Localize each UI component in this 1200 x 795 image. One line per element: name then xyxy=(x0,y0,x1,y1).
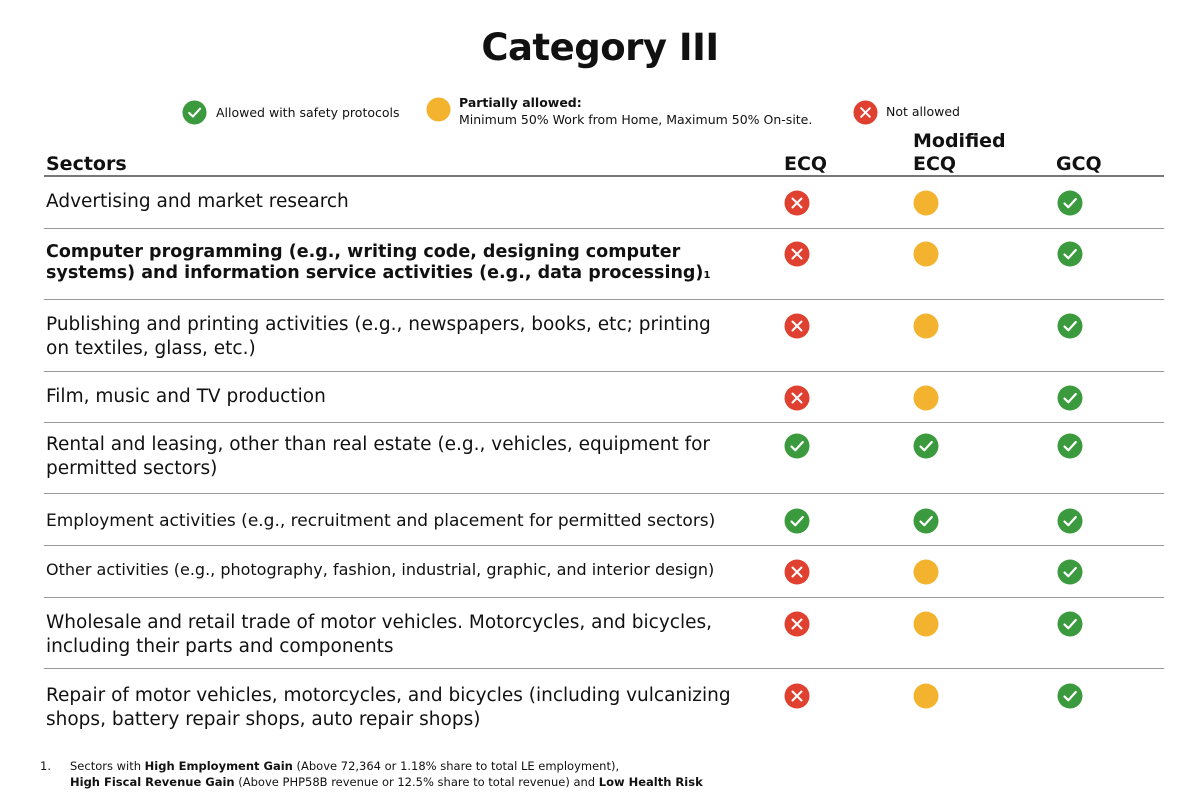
row-line2: shops, battery repair shops, auto repair… xyxy=(46,709,481,730)
check-circle-icon xyxy=(913,433,939,459)
header-sectors: Sectors xyxy=(46,153,127,175)
row-divider xyxy=(44,228,1164,229)
check-circle-icon xyxy=(182,100,207,125)
check-circle-icon xyxy=(1057,508,1083,534)
partial-circle-icon xyxy=(426,97,451,122)
check-circle-icon xyxy=(1057,433,1083,459)
footnote-bold-2: High Fiscal Revenue Gain xyxy=(70,775,235,789)
check-circle-icon xyxy=(784,508,810,534)
row-line1: Publishing and printing activities (e.g.… xyxy=(46,314,711,335)
partial-circle-icon xyxy=(913,313,939,339)
row-line1: Computer programming (e.g., writing code… xyxy=(46,242,681,262)
row-line1: Repair of motor vehicles, motorcycles, a… xyxy=(46,685,731,706)
header-ecq: ECQ xyxy=(784,153,828,175)
row-line1: Rental and leasing, other than real esta… xyxy=(46,434,711,455)
legend-not-allowed: Not allowed xyxy=(853,100,960,125)
footnote-mark: 1 xyxy=(703,270,711,281)
check-circle-icon xyxy=(1057,559,1083,585)
table-row-label: Rental and leasing, other than real esta… xyxy=(46,433,766,481)
table-row-label: Other activities (e.g., photography, fas… xyxy=(46,558,766,582)
partial-circle-icon xyxy=(913,683,939,709)
row-line2: on textiles, glass, etc.) xyxy=(46,338,256,359)
header-modified-line1: Modified xyxy=(913,130,1006,152)
cross-circle-icon xyxy=(784,683,810,709)
row-line2: systems) and information service activit… xyxy=(46,263,704,283)
legend-partial: Partially allowed: Minimum 50% Work from… xyxy=(426,94,812,128)
row-line1: Employment activities (e.g., recruitment… xyxy=(46,511,716,531)
cross-circle-icon xyxy=(784,611,810,637)
cross-circle-icon xyxy=(784,313,810,339)
table-row-label: Employment activities (e.g., recruitment… xyxy=(46,509,766,533)
check-circle-icon xyxy=(784,433,810,459)
check-circle-icon xyxy=(1057,385,1083,411)
row-line1: Film, music and TV production xyxy=(46,386,326,407)
row-divider xyxy=(44,545,1164,546)
table-row-label: Advertising and market research xyxy=(46,190,766,214)
partial-circle-icon xyxy=(913,241,939,267)
footnote-number: 1. xyxy=(40,759,51,773)
legend-partial-detail: Minimum 50% Work from Home, Maximum 50% … xyxy=(459,112,813,127)
legend-partial-title: Partially allowed: xyxy=(459,95,582,110)
row-line1: Wholesale and retail trade of motor vehi… xyxy=(46,612,713,633)
table-row-label: Computer programming (e.g., writing code… xyxy=(46,242,766,284)
row-divider xyxy=(44,299,1164,300)
row-line2: permitted sectors) xyxy=(46,458,218,479)
table-row-label: Repair of motor vehicles, motorcycles, a… xyxy=(46,684,766,732)
check-circle-icon xyxy=(1057,683,1083,709)
footnote-bold-3: Low Health Risk xyxy=(598,775,703,789)
row-divider xyxy=(44,668,1164,669)
check-circle-icon xyxy=(1057,241,1083,267)
footnote-text-1: Sectors with xyxy=(70,759,145,773)
cross-circle-icon xyxy=(784,559,810,585)
row-line2: including their parts and components xyxy=(46,636,394,657)
check-circle-icon xyxy=(913,508,939,534)
partial-circle-icon xyxy=(913,190,939,216)
row-divider xyxy=(44,493,1164,494)
partial-circle-icon xyxy=(913,559,939,585)
legend-not-allowed-label: Not allowed xyxy=(886,104,960,119)
check-circle-icon xyxy=(1057,190,1083,216)
footnote-text-2: (Above 72,364 or 1.18% share to total LE… xyxy=(292,759,620,773)
cross-circle-icon xyxy=(784,241,810,267)
table-row-label: Wholesale and retail trade of motor vehi… xyxy=(46,611,766,659)
row-line1: Other activities (e.g., photography, fas… xyxy=(46,560,715,579)
footnote-bold-1: High Employment Gain xyxy=(144,759,293,773)
legend-allowed: Allowed with safety protocols xyxy=(182,100,400,125)
page-title: Category III xyxy=(481,26,719,69)
cross-circle-icon xyxy=(853,100,878,125)
row-line1: Advertising and market research xyxy=(46,191,349,212)
cross-circle-icon xyxy=(784,190,810,216)
header-modified-line2: ECQ xyxy=(913,153,957,175)
header-gcq: GCQ xyxy=(1056,153,1102,175)
footnote-text-3: (Above PHP58B revenue or 12.5% share to … xyxy=(234,775,599,789)
header-divider xyxy=(44,175,1164,177)
row-divider xyxy=(44,597,1164,598)
partial-circle-icon xyxy=(913,611,939,637)
check-circle-icon xyxy=(1057,611,1083,637)
row-divider xyxy=(44,371,1164,372)
header-modified-ecq: Modified ECQ xyxy=(913,130,1006,176)
table-row-label: Film, music and TV production xyxy=(46,385,766,409)
legend-allowed-label: Allowed with safety protocols xyxy=(216,105,400,120)
check-circle-icon xyxy=(1057,313,1083,339)
row-divider xyxy=(44,422,1164,423)
table-row-label: Publishing and printing activities (e.g.… xyxy=(46,313,766,361)
partial-circle-icon xyxy=(913,385,939,411)
cross-circle-icon xyxy=(784,385,810,411)
